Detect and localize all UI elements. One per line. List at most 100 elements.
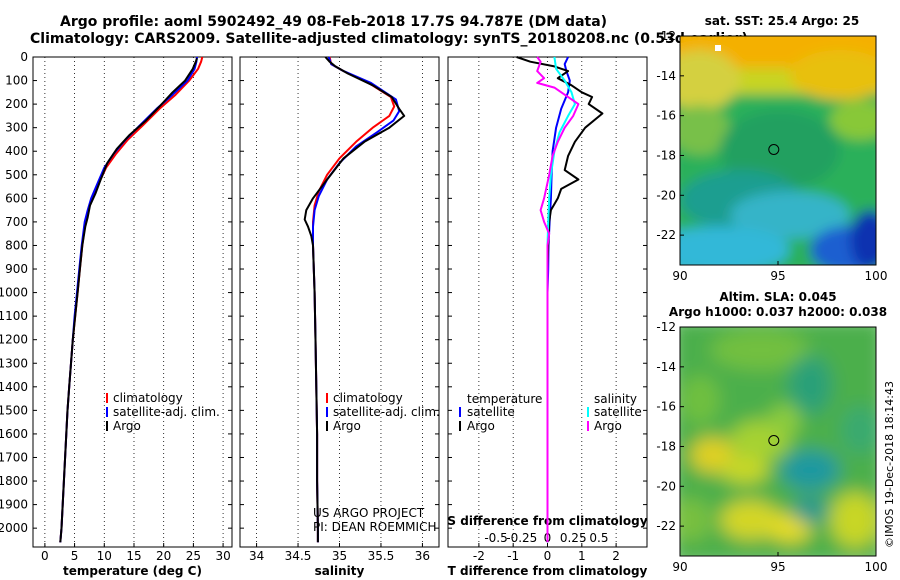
x-tick-label: 36 [415,549,430,563]
y-tick-label: 1900 [0,498,28,512]
y-tick-label: 600 [5,191,28,205]
map-y-tick-label: -22 [656,228,676,242]
x-tick-label: 0 [41,549,49,563]
map-x-tick-label: 95 [770,560,785,574]
difference-panel: -2 -1 0 1 2-0.5-0.25 0 0.25 0.5S difference fro… [447,56,648,578]
x-axis-label: salinity [315,564,365,578]
y-tick-label: 500 [5,168,28,182]
x2-tick-label: 0.5 [589,531,608,545]
x-tick-label: 35 [332,549,347,563]
x-axis-label: T difference from climatology [448,564,648,578]
map-x-tick-label: 90 [672,269,687,283]
x-tick-label: 0 [544,549,552,563]
sst-field [680,36,876,265]
x2-tick-label: -0.25 [506,531,537,545]
x-tick-label: 35.5 [368,549,395,563]
legend-label: climatology [113,391,183,405]
map-y-tick-label: -20 [656,479,676,493]
map-y-tick-label: -14 [656,69,676,83]
sst-map-title: sat. SST: 25.4 Argo: 25 [705,14,859,28]
legend-title-salinity: salinity [594,392,637,406]
pi-credit: PI: DEAN ROEMMICH [313,520,436,534]
sla-map-subtitle: Argo h1000: 0.037 h2000: 0.038 [669,305,887,319]
x-tick-label: 5 [71,549,79,563]
x2-tick-label: -0.5 [484,531,507,545]
temperature-series-satellite-adj-clim- [59,56,198,543]
x-axis-label: temperature (deg C) [63,564,202,578]
difference-series-t-argo [516,56,604,543]
map-x-tick-label: 95 [770,269,785,283]
y-tick-label: 900 [5,262,28,276]
x-tick-label: 15 [126,549,141,563]
difference-series-s-satellite [546,56,576,543]
temperature-series-argo [59,57,198,543]
x-tick-label: 34 [249,549,264,563]
sst-map-panel: sat. SST: 25.4 Argo: 25 90 95 100-12-14- [656,14,888,283]
map-y-tick-label: -22 [656,519,676,533]
map-y-tick-label: -16 [656,109,676,123]
y-tick-label: 1800 [0,474,28,488]
salinity-series-argo [303,56,406,543]
legend-label: satellite-adj. clim. [333,405,440,419]
difference-series-t-satellite [546,56,571,543]
map-y-tick-label: -12 [656,320,676,334]
legend-label: climatology [333,391,403,405]
y-tick-label: 300 [5,121,28,135]
y-tick-label: 1700 [0,450,28,464]
map-x-tick-label: 100 [865,560,888,574]
project-credit: US ARGO PROJECT [313,506,425,520]
float-position-marker [768,435,780,446]
map-y-tick-label: -20 [656,188,676,202]
salinity-panel: 34 34.5 35 35.5 36 salinity climatologysatelli… [239,56,440,578]
x-tick-label: -1 [507,549,519,563]
difference-series-s-argo [536,56,580,543]
figure-title-line1: Argo profile: aoml 5902492_49 08-Feb-201… [60,14,607,30]
y-tick-label: 1200 [0,333,28,347]
x-tick-label: 10 [97,549,112,563]
y-tick-label: 1600 [0,427,28,441]
temperature-series-climatology [59,56,204,543]
y-tick-label: 0 [20,50,28,64]
y-tick-label: 1000 [0,286,28,300]
map-y-tick-label: -18 [656,148,676,162]
legend-label: Argo [467,419,495,433]
y-tick-label: 400 [5,144,28,158]
temperature-panel: 0 5 10 15 20 25 300100200300400500600700800900… [0,50,233,578]
y-tick-label: 1500 [0,403,28,417]
sla-map-panel: Altim. SLA: 0.045 Argo h1000: 0.037 h200… [656,290,887,574]
legend-title-temperature: temperature [467,392,542,406]
temperature-frame [32,56,233,548]
x-tick-label: 20 [156,549,171,563]
y-tick-label: 1100 [0,309,28,323]
map-y-tick-label: -14 [656,360,676,374]
map-y-tick-label: -18 [656,439,676,453]
y-tick-label: 1300 [0,356,28,370]
x2-tick-label: 0.25 [560,531,587,545]
legend-label: Argo [113,419,141,433]
y-tick-label: 700 [5,215,28,229]
legend-label: Argo [594,419,622,433]
x-tick-label: 2 [612,549,620,563]
x-tick-label: 25 [186,549,201,563]
x-tick-label: 1 [578,549,586,563]
y-tick-label: 100 [5,74,28,88]
legend-label: satellite-adj. clim. [113,405,220,419]
map-y-tick-label: -16 [656,400,676,414]
y-tick-label: 800 [5,238,28,252]
legend-label: satellite [467,405,515,419]
legend-label: satellite [594,405,642,419]
map-x-tick-label: 100 [865,269,888,283]
x-tick-label: 34.5 [285,549,312,563]
map-x-tick-label: 90 [672,560,687,574]
figure-title-line2: Climatology: CARS2009. Satellite-adjuste… [30,31,748,47]
y-tick-label: 2000 [0,521,28,535]
imos-timestamp: ©IMOS 19-Dec-2018 18:14:43 [883,381,896,548]
x-tick-label: -2 [473,549,485,563]
x-tick-label: 30 [215,549,230,563]
float-position-marker [768,144,780,155]
map-y-tick-label: -12 [656,29,676,43]
sla-map-title: Altim. SLA: 0.045 [719,290,836,304]
legend-label: Argo [333,419,361,433]
y-tick-label: 1400 [0,380,28,394]
